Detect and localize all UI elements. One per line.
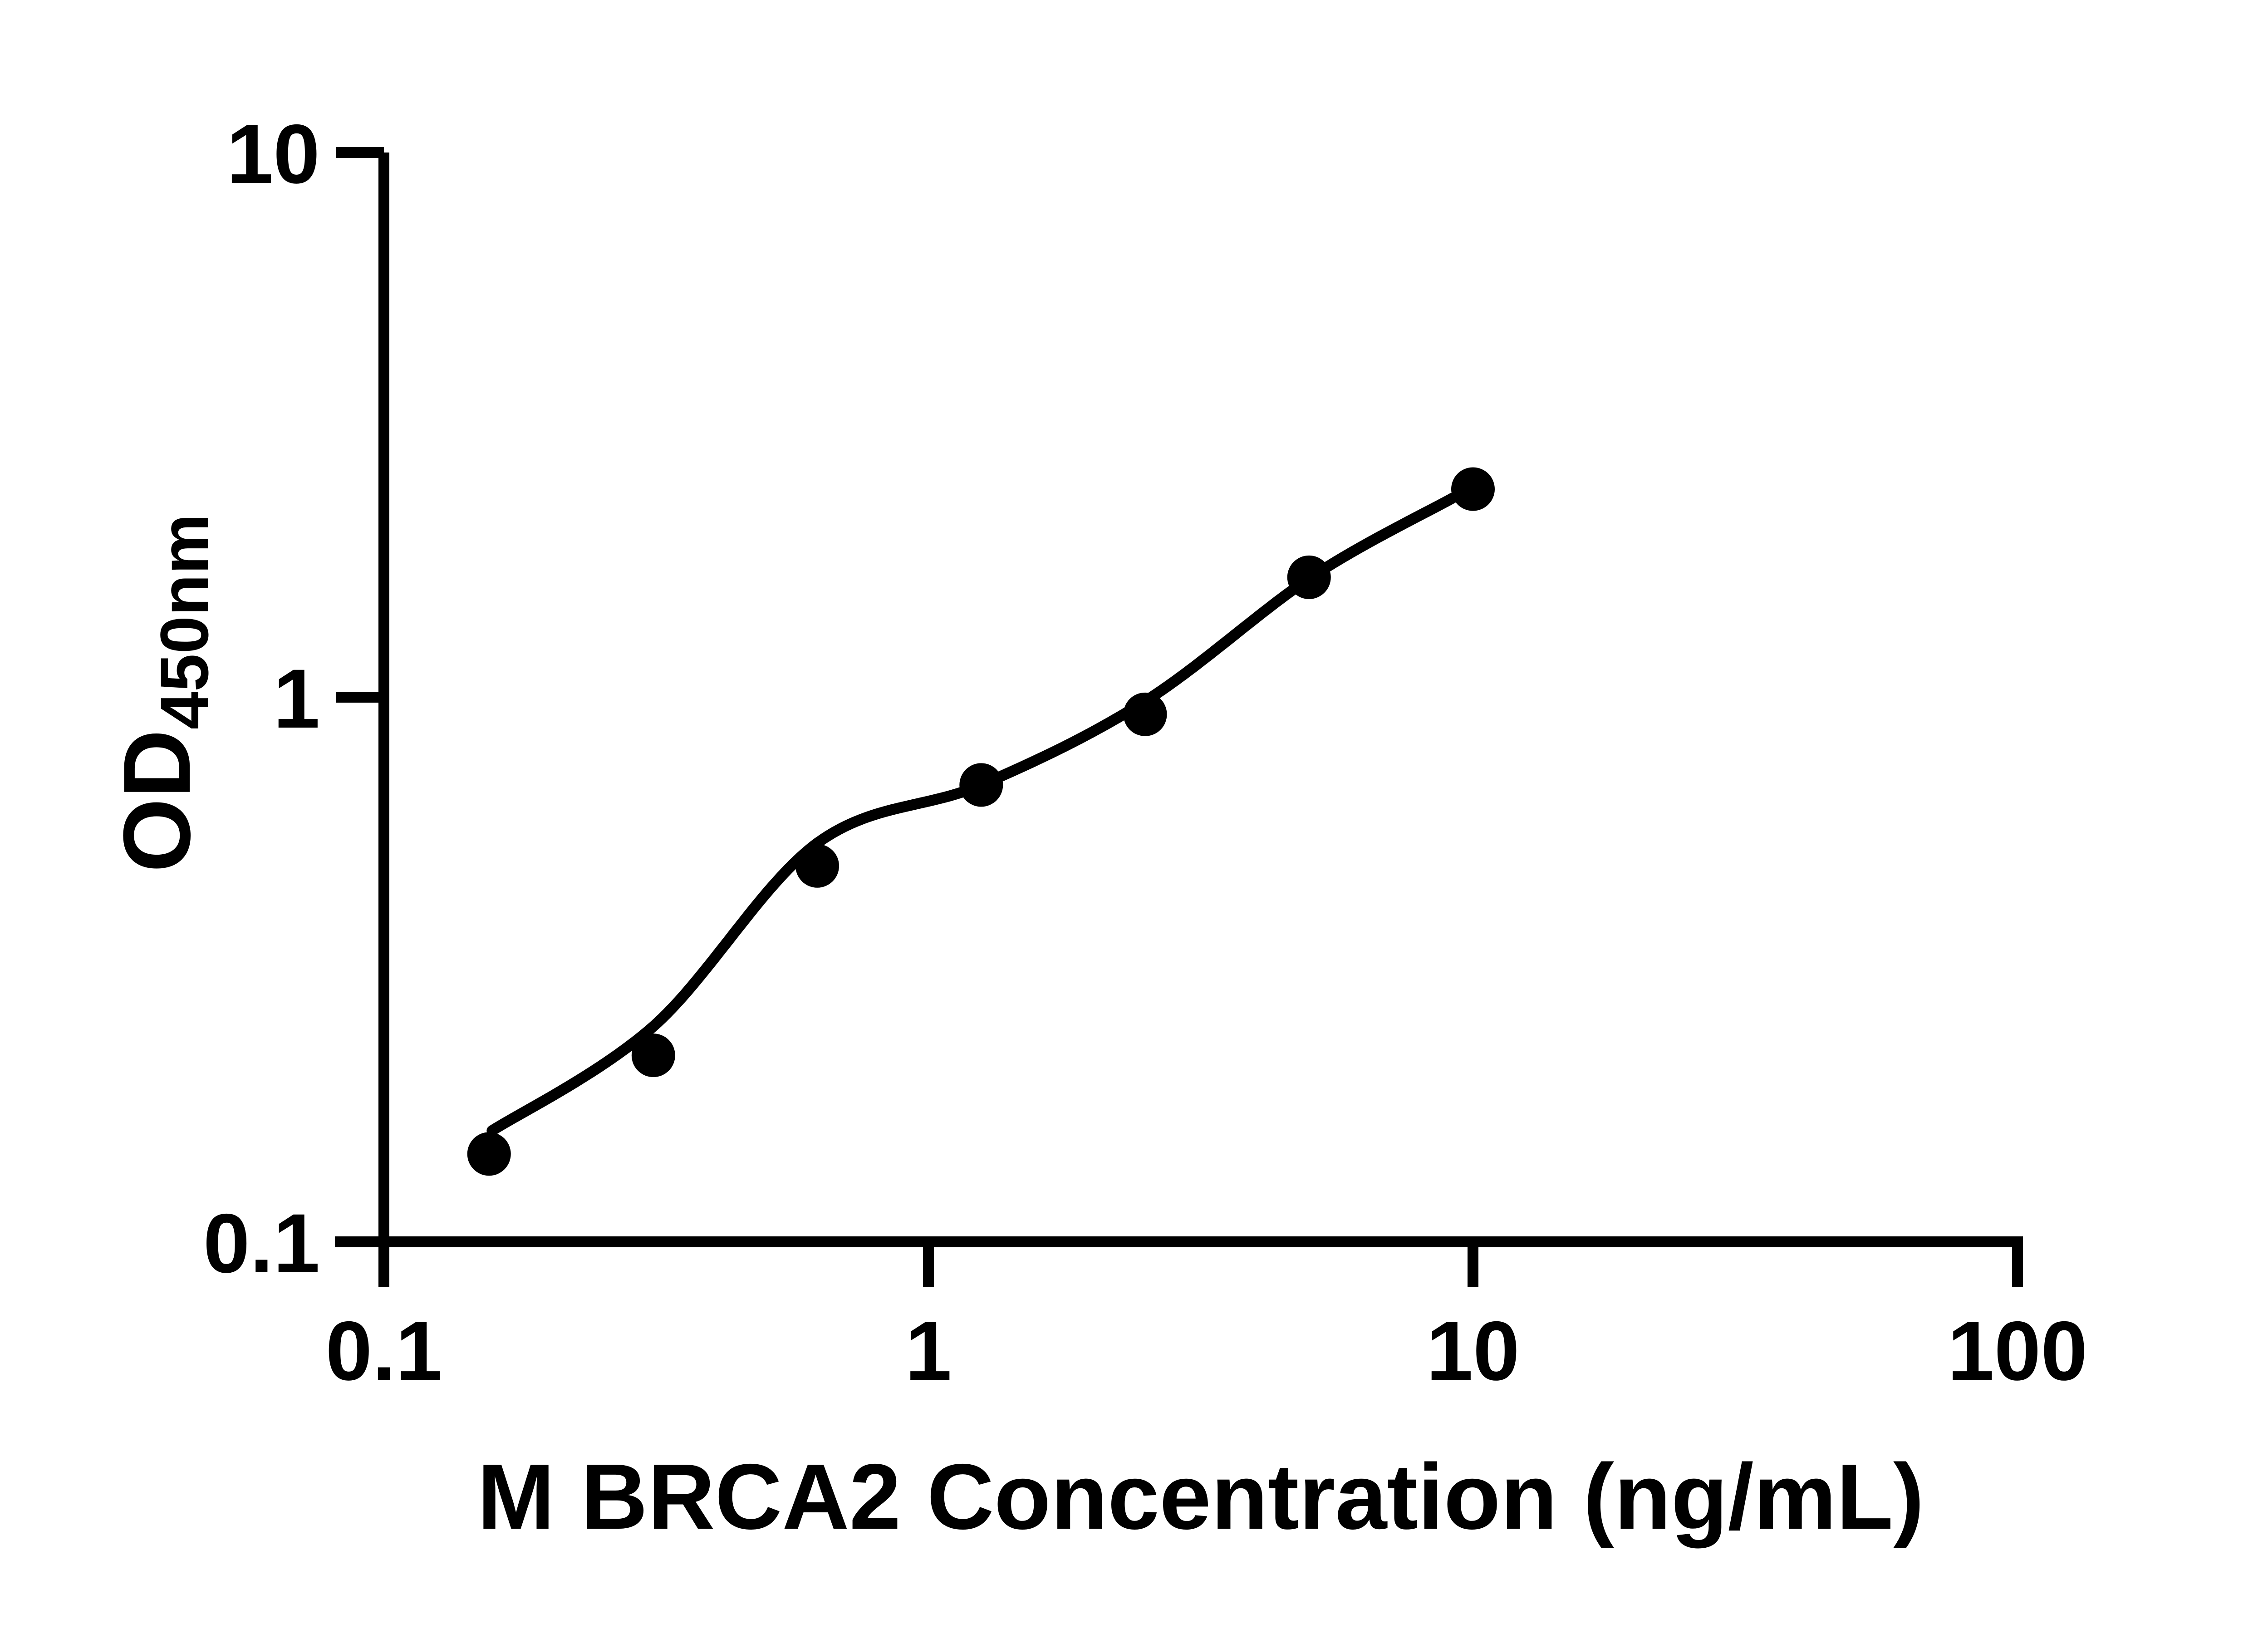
x-axis-title: M BRCA2 Concentration (ng/mL): [477, 1445, 1924, 1549]
y-axis-title-subscript: 450nm: [146, 513, 222, 730]
x-tick-label: 100: [1948, 1304, 2088, 1398]
data-point: [467, 1132, 511, 1176]
y-tick-label: 0.1: [203, 1197, 320, 1290]
x-tick-label: 0.1: [325, 1304, 442, 1398]
data-point: [631, 1034, 675, 1078]
data-point: [1451, 467, 1495, 511]
data-point: [795, 844, 839, 888]
y-axis-title: OD450nm: [102, 514, 222, 873]
y-axis-title-main: OD: [103, 729, 210, 873]
data-point: [1287, 555, 1331, 599]
x-tick-label: 1: [905, 1304, 952, 1398]
data-point: [1123, 692, 1167, 736]
y-tick-label: 10: [226, 108, 320, 201]
y-tick-label: 1: [273, 652, 320, 746]
x-tick-label: 10: [1426, 1304, 1520, 1398]
data-point: [959, 763, 1003, 807]
